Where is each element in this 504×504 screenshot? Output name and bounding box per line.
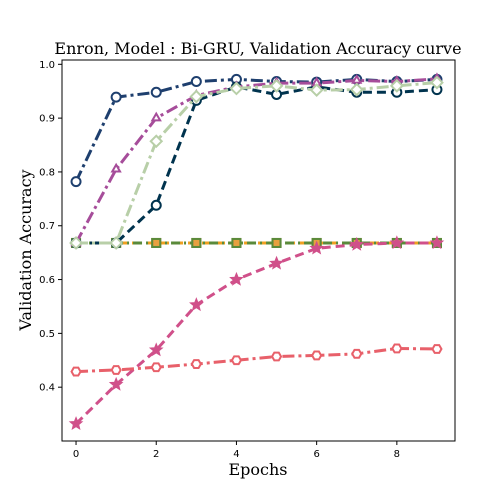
series-4-point (150, 111, 162, 122)
series-5-point (109, 236, 124, 250)
series-6-point (389, 235, 405, 250)
series-2-point (150, 86, 162, 98)
series-7-point (270, 351, 283, 362)
series-5-line (76, 81, 438, 245)
series-6-point (269, 255, 284, 270)
y-tick-label: 0.7 (39, 221, 55, 232)
chart-title: Enron, Model : Bi-GRU, Validation Accura… (54, 39, 461, 58)
series-1-point (271, 237, 282, 248)
plot-area: 0 2 4 6 8 0.4 0.5 0.6 0.7 0.8 0.9 1.0 (39, 59, 456, 460)
series-5-point (69, 236, 83, 250)
series-1-point (151, 237, 162, 248)
series-5-point (229, 81, 244, 96)
series-6-line (74, 241, 437, 425)
y-axis-label: Validation Accuracy (16, 169, 35, 331)
series-6-point (429, 235, 445, 250)
series-7-point (150, 362, 162, 373)
y-tick-label: 0.4 (39, 383, 55, 394)
series-2-point (190, 76, 202, 88)
series-7-point (110, 365, 122, 375)
series-5-point (309, 83, 324, 98)
series-6-point (349, 236, 365, 251)
series-7-point (351, 348, 363, 359)
series-7-point (230, 355, 243, 366)
x-tick-label: 0 (73, 449, 79, 460)
series-5-point (149, 134, 164, 149)
series-7-point (190, 359, 202, 369)
series-3-line (76, 85, 438, 245)
y-tick-label: 0.5 (39, 329, 55, 340)
series-3-point (150, 199, 162, 211)
series-5-point (430, 75, 444, 90)
series-6-point (229, 271, 244, 286)
series-5-point (269, 78, 284, 93)
series-6-point (189, 297, 204, 312)
series-1-point (191, 237, 202, 248)
series-4-point (110, 162, 122, 173)
series-7-point (391, 343, 403, 354)
series-6-point (148, 342, 164, 357)
series-7-line (75, 346, 437, 374)
x-tick-label: 6 (313, 449, 319, 460)
series-5-point (389, 78, 404, 93)
y-tick-label: 0.8 (39, 167, 55, 178)
series-6-point (309, 240, 324, 255)
y-tick-label: 0.9 (39, 114, 55, 125)
y-tick-label: 1.0 (39, 60, 55, 71)
y-tick-label: 0.6 (39, 275, 55, 286)
series-7-point (70, 366, 82, 377)
series-1-point (231, 237, 242, 248)
x-tick-label: 8 (394, 449, 400, 460)
series-7-point (431, 344, 443, 354)
series-2-point (70, 176, 82, 188)
x-tick-label: 2 (153, 449, 159, 460)
series-2-point (110, 91, 122, 103)
series-6-point (108, 376, 124, 391)
series-5-point (349, 82, 364, 97)
plot-frame (61, 59, 456, 442)
x-tick-label: 4 (233, 449, 239, 460)
series-5-point (189, 89, 204, 104)
series-7-point (310, 350, 323, 361)
x-axis-label: Epochs (228, 460, 287, 479)
series-6-point (68, 416, 84, 430)
series-4-line (74, 77, 438, 244)
